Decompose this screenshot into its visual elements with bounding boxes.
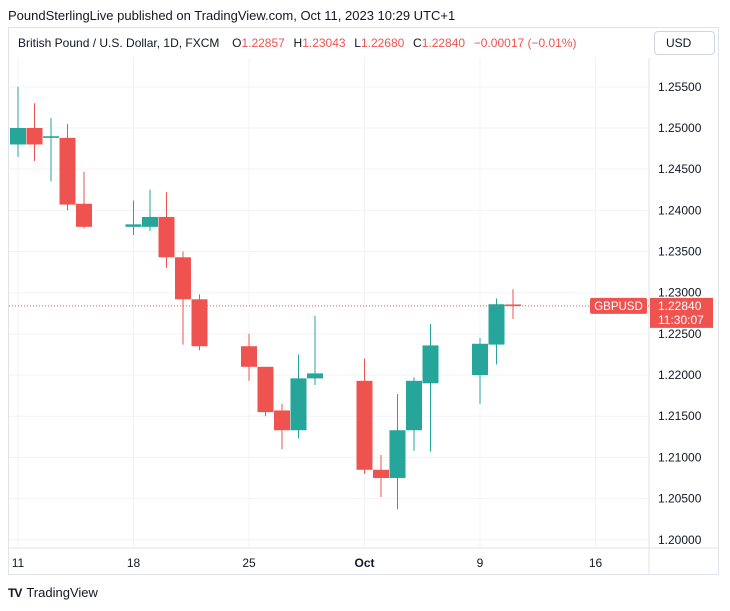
low-label: L (354, 36, 361, 50)
publish-header: PoundSterlingLive published on TradingVi… (8, 8, 456, 23)
open-value: 1.22857 (241, 36, 285, 50)
change-value: −0.00017 (−0.01%) (473, 36, 577, 50)
high-value: 1.23043 (302, 36, 346, 50)
footer[interactable]: TV TradingView (8, 585, 98, 600)
close-value: 1.22840 (421, 36, 466, 50)
high-label: H (293, 36, 303, 50)
ohlc-legend: British Pound / U.S. Dollar, 1D, FXCM O1… (18, 36, 577, 50)
open-label: O (232, 36, 242, 50)
currency-button[interactable]: USD (654, 31, 715, 55)
tradingview-brand: TradingView (26, 585, 98, 600)
chart-frame[interactable] (8, 27, 719, 575)
low-value: 1.22680 (360, 36, 405, 50)
close-label: C (413, 36, 422, 50)
symbol-title[interactable]: British Pound / U.S. Dollar, 1D, FXCM (18, 36, 220, 50)
tradingview-logo-icon: TV (8, 585, 22, 600)
